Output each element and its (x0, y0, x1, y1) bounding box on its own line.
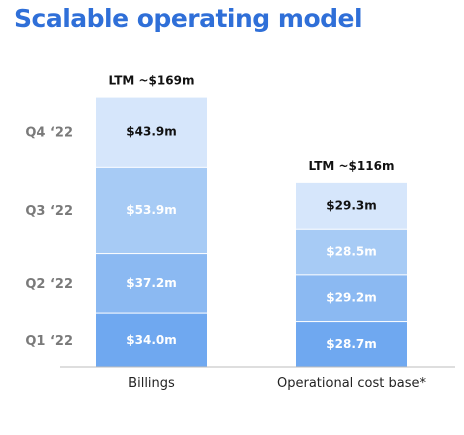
y-tick-label-2: Q2 ‘22 (25, 277, 73, 292)
bar-segment-2-2 (296, 275, 407, 322)
data-label-4-1: $43.9m (126, 125, 176, 139)
data-label-4-2: $29.3m (326, 198, 376, 212)
x-tick-label-2: Operational cost base* (277, 376, 426, 391)
axis-layer: Q1 ‘22 Q2 ‘22 Q3 ‘22 Q4 ‘22 Billings Operatio… (25, 126, 455, 391)
total-label-1: LTM ~$169m (109, 74, 195, 88)
bar-segment-3-1 (96, 167, 207, 254)
bar-segment-1-1 (96, 313, 207, 367)
bar-segment-4-1 (96, 97, 207, 167)
bar-segment-2-1 (96, 254, 207, 313)
bars-layer (96, 97, 407, 367)
data-label-1-2: $28.7m (326, 337, 376, 351)
data-label-2-2: $29.2m (326, 291, 376, 305)
bar-segment-1-2 (296, 322, 407, 367)
labels-layer: $34.0m $37.2m $53.9m $43.9m LTM ~$169m $28.7m… (109, 74, 395, 351)
data-label-1-1: $34.0m (126, 333, 176, 347)
y-tick-label-4: Q4 ‘22 (25, 126, 73, 141)
x-tick-label-1: Billings (128, 376, 175, 391)
data-label-3-1: $53.9m (126, 203, 176, 217)
y-tick-label-3: Q3 ‘22 (25, 204, 73, 219)
data-label-3-2: $28.5m (326, 245, 376, 259)
bar-segment-3-2 (296, 229, 407, 275)
chart-title: Scalable operating model (14, 4, 363, 33)
y-tick-label-1: Q1 ‘22 (25, 334, 73, 349)
bar-segment-4-2 (296, 182, 407, 229)
total-label-2: LTM ~$116m (309, 159, 395, 173)
data-label-2-1: $37.2m (126, 276, 176, 290)
